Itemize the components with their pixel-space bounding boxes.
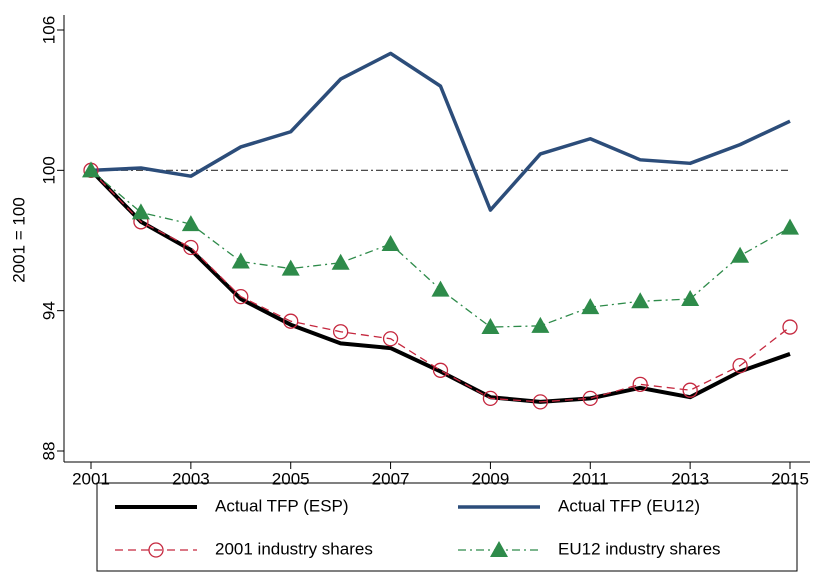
marker xyxy=(281,259,300,276)
series-line xyxy=(90,51,791,212)
x-tick-label: 2013 xyxy=(671,469,709,488)
legend-label: EU12 industry shares xyxy=(558,539,721,558)
marker xyxy=(731,246,750,263)
marker xyxy=(181,215,200,232)
y-axis-label: 2001 = 100 xyxy=(9,197,28,283)
x-tick-label: 2003 xyxy=(172,469,210,488)
legend-box xyxy=(96,482,798,572)
marker xyxy=(183,239,199,256)
y-tick-label: 88 xyxy=(39,442,58,461)
marker xyxy=(381,235,400,252)
x-tick-label: 2005 xyxy=(272,469,310,488)
marker xyxy=(82,161,100,178)
marker xyxy=(482,390,499,407)
series-line xyxy=(90,169,791,403)
marker xyxy=(682,382,698,398)
legend-marker xyxy=(490,541,508,557)
marker xyxy=(732,357,748,374)
marker xyxy=(531,316,550,333)
marker xyxy=(781,218,799,235)
legend-label: Actual TFP (EU12) xyxy=(558,496,700,515)
x-tick-label: 2007 xyxy=(372,469,410,488)
y-tick-label: 106 xyxy=(39,16,58,44)
marker xyxy=(382,331,399,347)
marker xyxy=(233,288,249,305)
marker xyxy=(332,324,349,340)
marker xyxy=(582,390,598,407)
x-tick-label: 2009 xyxy=(472,469,510,488)
x-tick-label: 2011 xyxy=(572,469,609,488)
marker xyxy=(131,203,150,220)
y-tick-label: 100 xyxy=(39,156,58,184)
marker xyxy=(432,362,449,378)
legend-marker xyxy=(148,542,164,558)
y-tick-label: 94 xyxy=(39,301,58,320)
legend-label: 2001 industry shares xyxy=(215,539,373,558)
marker xyxy=(782,319,798,335)
marker xyxy=(481,318,500,335)
legend-label: Actual TFP (ESP) xyxy=(215,496,349,515)
marker xyxy=(331,253,350,270)
series-line xyxy=(89,168,791,404)
marker xyxy=(532,394,549,410)
marker xyxy=(283,313,299,329)
x-tick-label: 2015 xyxy=(771,469,809,488)
marker xyxy=(631,292,650,309)
marker xyxy=(581,298,600,315)
marker xyxy=(431,280,450,297)
marker xyxy=(681,289,700,306)
marker xyxy=(632,376,648,392)
marker xyxy=(231,252,250,269)
x-tick-label: 2001 xyxy=(72,469,110,488)
